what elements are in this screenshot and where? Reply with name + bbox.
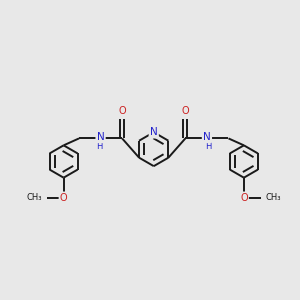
Text: CH₃: CH₃ [266, 193, 281, 202]
Text: N: N [97, 132, 104, 142]
Text: H: H [205, 142, 212, 151]
Text: H: H [96, 142, 102, 151]
Text: CH₃: CH₃ [27, 193, 42, 202]
Text: O: O [182, 106, 189, 116]
Text: N: N [203, 132, 211, 142]
Text: O: O [240, 193, 248, 203]
Text: O: O [118, 106, 126, 116]
Text: O: O [60, 193, 68, 203]
Text: N: N [150, 127, 158, 137]
